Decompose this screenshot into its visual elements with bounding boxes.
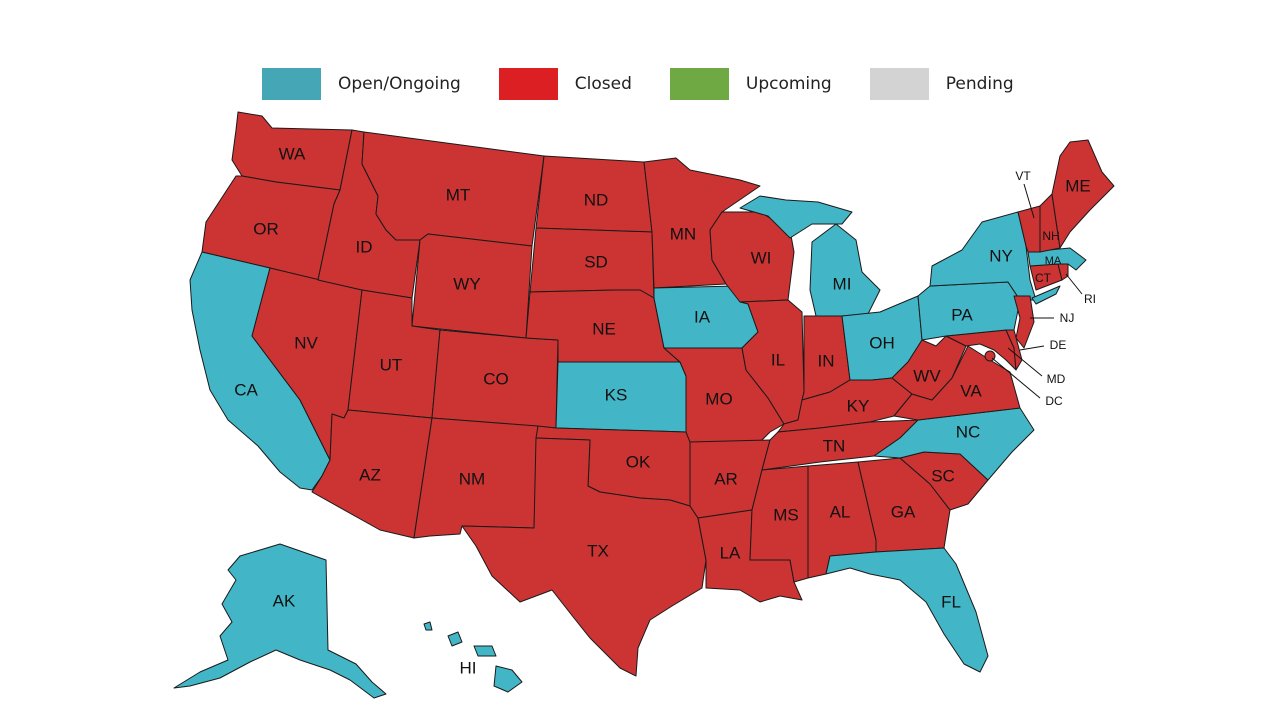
state-label-mn: MN xyxy=(670,224,696,243)
state-label-dc: DC xyxy=(1045,394,1063,408)
legend-label-open: Open/Ongoing xyxy=(338,74,461,94)
legend-swatch-closed xyxy=(498,68,558,100)
state-label-sc: SC xyxy=(931,466,955,485)
state-label-ny: NY xyxy=(989,246,1013,265)
state-label-co: CO xyxy=(483,369,509,388)
state-label-ia: IA xyxy=(694,307,711,326)
state-wy[interactable] xyxy=(411,233,533,339)
legend-item-upcoming[interactable]: Upcoming xyxy=(669,68,832,100)
state-label-wv: WV xyxy=(913,366,941,385)
state-label-de: DE xyxy=(1050,338,1067,352)
state-label-oh: OH xyxy=(869,333,895,352)
state-label-wy: WY xyxy=(453,274,480,293)
legend-swatch-pending xyxy=(869,68,929,100)
state-label-nc: NC xyxy=(956,422,981,441)
state-label-mi: MI xyxy=(833,274,852,293)
state-label-or: OR xyxy=(253,219,279,238)
map-legend: Open/Ongoing Closed Upcoming Pending xyxy=(262,68,1052,100)
legend-item-closed[interactable]: Closed xyxy=(498,68,632,100)
state-il[interactable] xyxy=(739,299,805,425)
state-ma[interactable] xyxy=(1027,247,1087,271)
state-label-la: LA xyxy=(720,543,741,562)
state-label-nd: ND xyxy=(584,190,609,209)
state-label-hi: HI xyxy=(460,658,477,677)
callout-line-ri xyxy=(1065,273,1083,295)
state-label-pa: PA xyxy=(951,305,973,324)
state-me[interactable] xyxy=(1051,139,1115,249)
state-label-ky: KY xyxy=(847,396,870,415)
state-nj[interactable] xyxy=(1013,295,1035,349)
state-label-nj: NJ xyxy=(1060,311,1075,325)
state-mt[interactable] xyxy=(361,131,545,247)
state-label-sd: SD xyxy=(584,252,608,271)
state-mi-upper[interactable] xyxy=(739,195,853,239)
state-ak[interactable] xyxy=(173,543,387,699)
legend-label-pending: Pending xyxy=(945,74,1014,94)
state-label-nh: NH xyxy=(1042,229,1059,243)
legend-label-upcoming: Upcoming xyxy=(745,74,832,94)
state-label-il: IL xyxy=(771,350,785,369)
state-vt[interactable] xyxy=(1017,205,1041,253)
state-label-ma: MA xyxy=(1045,255,1062,267)
state-label-ca: CA xyxy=(234,380,258,399)
state-label-wa: WA xyxy=(279,144,306,163)
state-label-ut: UT xyxy=(380,355,403,374)
state-label-ct: CT xyxy=(1035,271,1052,285)
state-label-nv: NV xyxy=(294,333,318,352)
state-label-ri: RI xyxy=(1084,292,1096,306)
state-label-ga: GA xyxy=(891,502,916,521)
state-label-md: MD xyxy=(1047,372,1066,386)
state-nc[interactable] xyxy=(873,407,1035,481)
state-label-wi: WI xyxy=(751,248,772,267)
state-label-ok: OK xyxy=(626,452,651,471)
state-label-id: ID xyxy=(356,237,373,256)
state-label-mo: MO xyxy=(705,389,732,408)
state-label-va: VA xyxy=(960,381,982,400)
state-label-me: ME xyxy=(1065,176,1091,195)
state-label-fl: FL xyxy=(941,592,961,611)
callout-line-de xyxy=(1019,345,1045,351)
state-label-tx: TX xyxy=(587,541,609,560)
state-tx[interactable] xyxy=(461,437,707,677)
legend-label-closed: Closed xyxy=(574,74,632,94)
state-ny-long-island[interactable] xyxy=(1031,285,1061,305)
state-label-tn: TN xyxy=(823,436,846,455)
callout-line-vt xyxy=(1023,183,1035,219)
legend-item-open[interactable]: Open/Ongoing xyxy=(262,68,461,100)
legend-swatch-upcoming xyxy=(669,68,729,100)
state-label-ar: AR xyxy=(714,469,738,488)
state-label-al: AL xyxy=(830,502,851,521)
legend-item-pending[interactable]: Pending xyxy=(869,68,1014,100)
state-label-mt: MT xyxy=(446,185,471,204)
callout-line-dc xyxy=(991,357,1041,399)
state-label-vt: VT xyxy=(1015,169,1031,183)
state-hi[interactable] xyxy=(423,621,523,693)
state-label-ak: AK xyxy=(273,591,296,610)
state-label-ne: NE xyxy=(592,319,616,338)
callout-line-md xyxy=(1007,347,1043,377)
state-label-ks: KS xyxy=(605,385,628,404)
state-label-in: IN xyxy=(818,351,835,370)
state-mi[interactable] xyxy=(809,223,881,317)
state-label-nm: NM xyxy=(459,469,485,488)
legend-swatch-open xyxy=(262,68,321,100)
state-label-ms: MS xyxy=(773,505,799,524)
state-label-az: AZ xyxy=(359,465,381,484)
state-fl[interactable] xyxy=(825,547,989,673)
